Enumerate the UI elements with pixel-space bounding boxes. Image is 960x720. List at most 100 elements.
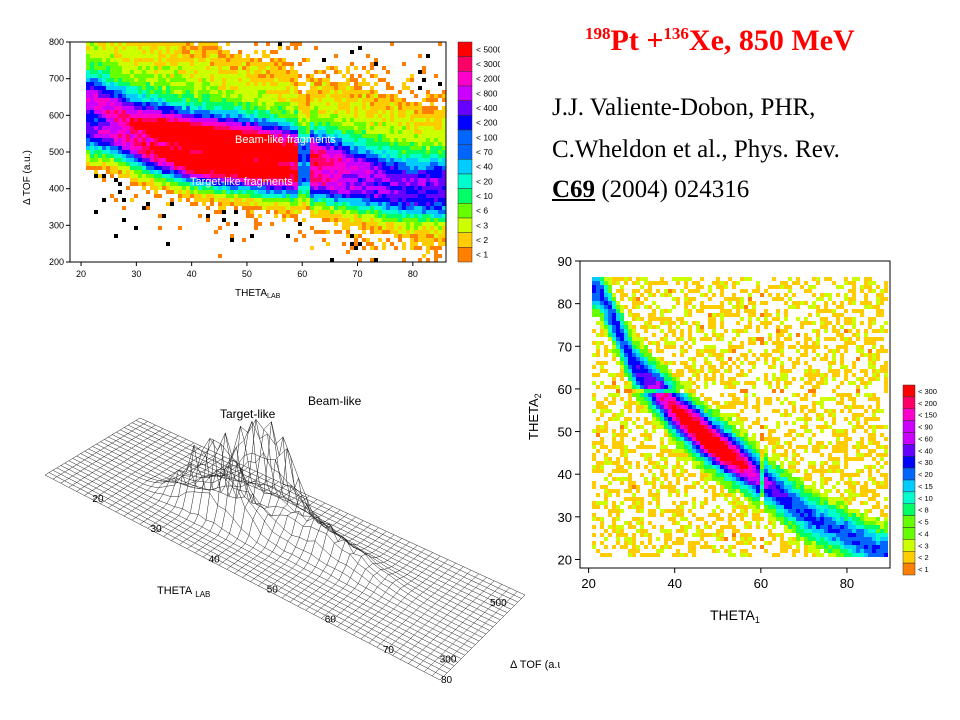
chart3-bin [684,409,688,413]
chart3-bin [708,457,712,461]
chart3-bin [628,477,632,481]
chart1-bin [98,42,102,46]
chart3-bin [684,421,688,425]
chart3-bin [604,457,608,461]
chart3-bin [668,425,672,429]
chart3-bin [644,409,648,413]
chart1-bin [86,118,90,122]
chart3-bin [608,277,612,281]
chart1-bin [162,166,166,170]
chart3-bin [680,337,684,341]
chart1-bin [186,134,190,138]
chart3-bin [692,421,696,425]
chart3-bin [712,445,716,449]
chart1-bin [190,70,194,74]
chart1-bin [218,130,222,134]
chart1-bin [106,66,110,70]
chart1-bin [150,122,154,126]
chart3-bin [592,277,596,281]
chart1-bin [106,94,110,98]
chart1-bin [222,74,226,78]
chart3-bin [624,533,628,537]
chart1-bin [90,166,94,170]
chart3-bin [708,449,712,453]
chart1-bin [182,134,186,138]
chart3-bin [652,509,656,513]
chart3-bin [624,365,628,369]
chart3-bin [628,541,632,545]
chart1-bin [150,118,154,122]
chart3-bin [688,325,692,329]
chart3-bin [664,465,668,469]
chart3-bin [612,529,616,533]
chart1-bin [98,118,102,122]
chart1-bin [174,178,178,182]
chart3-bin [624,357,628,361]
chart1-bin [222,146,226,150]
chart1-bin [190,166,194,170]
chart3-bin [664,461,668,465]
chart3-bin [712,349,716,353]
chart3-bin [704,437,708,441]
chart1-bin [130,122,134,126]
chart3-bin [628,357,632,361]
chart3-bin [624,345,628,349]
chart1-bin [202,130,206,134]
chart3-bin [696,453,700,457]
chart3-bin [704,473,708,477]
chart3-bin [640,369,644,373]
chart1-bin [202,94,206,98]
chart3-bin [660,457,664,461]
chart3-bin [612,509,616,513]
chart1-bin [218,158,222,162]
chart1-bin [190,178,194,182]
chart3-bin [672,541,676,545]
chart1-bin [178,158,182,162]
chart1-bin [126,62,130,66]
chart3-bin [684,405,688,409]
chart1-bin [174,66,178,70]
chart1-bin [162,182,166,186]
chart1-bin [154,170,158,174]
chart1-bin [222,206,226,210]
chart3-bin [608,513,612,517]
chart3-bin [604,505,608,509]
chart1-bin [150,86,154,90]
chart1-bin [130,62,134,66]
chart1-bin [190,134,194,138]
chart3-bin [712,313,716,317]
chart3-bin [692,457,696,461]
chart3-bin [652,317,656,321]
chart1-bin [202,166,206,170]
chart3-bin [668,449,672,453]
chart3-bin [644,433,648,437]
chart1-bin [90,50,94,54]
chart3-bin [672,373,676,377]
chart1-bin [162,142,166,146]
chart1-bin [178,42,182,46]
chart1-bin [122,106,126,110]
chart3-bin [616,541,620,545]
chart1-bin [166,54,170,58]
chart1-bin [194,154,198,158]
chart3-bin [700,465,704,469]
chart1-bin [126,110,130,114]
chart3-bin [604,321,608,325]
chart3-bin [700,537,704,541]
chart3-bin [628,321,632,325]
chart1-bin [166,62,170,66]
chart3-bin [692,505,696,509]
chart3-bin [652,405,656,409]
chart1-bin [162,78,166,82]
chart1-bin [194,46,198,50]
chart3-bin [692,429,696,433]
chart1-bin [114,74,118,78]
chart3-bin [600,317,604,321]
chart1-bin [142,130,146,134]
chart3-bin [644,365,648,369]
chart3-bin [680,361,684,365]
chart3-bin [656,361,660,365]
chart3-bin [652,361,656,365]
chart3-bin [716,285,720,289]
chart3-bin [708,473,712,477]
